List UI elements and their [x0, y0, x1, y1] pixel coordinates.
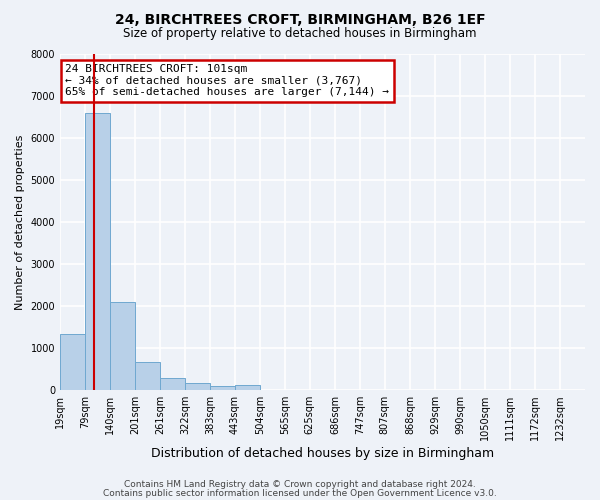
Bar [235, 386, 260, 390]
Text: Size of property relative to detached houses in Birmingham: Size of property relative to detached ho… [123, 28, 477, 40]
Text: 24, BIRCHTREES CROFT, BIRMINGHAM, B26 1EF: 24, BIRCHTREES CROFT, BIRMINGHAM, B26 1E… [115, 12, 485, 26]
Bar [160, 378, 185, 390]
Text: Contains public sector information licensed under the Open Government Licence v3: Contains public sector information licen… [103, 488, 497, 498]
Bar [85, 112, 110, 390]
X-axis label: Distribution of detached houses by size in Birmingham: Distribution of detached houses by size … [151, 447, 494, 460]
Bar [135, 362, 160, 390]
Bar [210, 386, 235, 390]
Text: 24 BIRCHTREES CROFT: 101sqm
← 34% of detached houses are smaller (3,767)
65% of : 24 BIRCHTREES CROFT: 101sqm ← 34% of det… [65, 64, 389, 98]
Bar [60, 334, 85, 390]
Bar [110, 302, 135, 390]
Bar [185, 384, 210, 390]
Y-axis label: Number of detached properties: Number of detached properties [15, 134, 25, 310]
Text: Contains HM Land Registry data © Crown copyright and database right 2024.: Contains HM Land Registry data © Crown c… [124, 480, 476, 489]
